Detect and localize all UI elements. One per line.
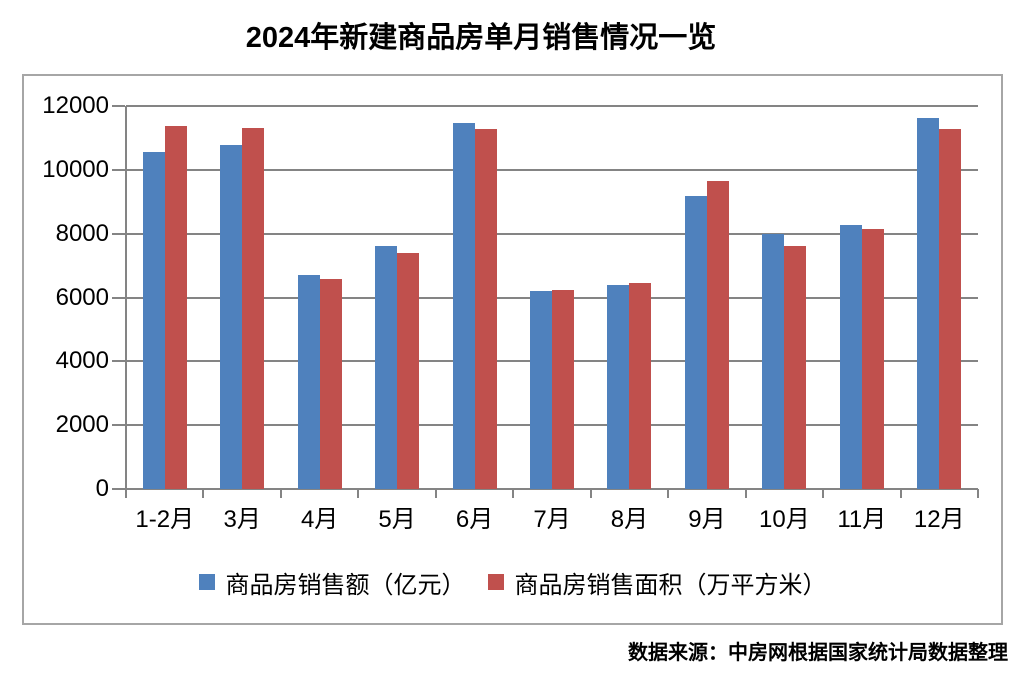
x-tick-label: 10月 — [759, 506, 810, 533]
bar-sales-amount — [917, 117, 940, 489]
gridline — [126, 232, 978, 235]
bar-sales-amount — [839, 225, 862, 489]
bar-sales-area — [706, 180, 729, 489]
plot-area: 0 2000 4000 6000 8000 10000 12000 1-2月 3月 4月 5月 6月 7… — [42, 92, 979, 533]
y-axis-tick — [112, 168, 125, 171]
y-axis-tick — [112, 232, 125, 235]
x-tick-label: 1-2月 — [135, 506, 195, 533]
bar-sales-amount — [297, 274, 320, 489]
bar-group — [436, 106, 513, 489]
x-axis-tick — [589, 489, 592, 498]
legend-label: 商品房销售额（亿元） — [225, 572, 466, 599]
x-axis-tick — [744, 489, 747, 498]
x-axis-tick — [512, 489, 515, 498]
x-axis-tick — [667, 489, 670, 498]
legend-swatch — [487, 574, 504, 590]
bar-group — [126, 106, 203, 489]
bar-sales-area — [939, 129, 962, 489]
bar-sales-amount — [142, 151, 165, 489]
bar-sales-area — [629, 283, 652, 489]
y-tick-label: 8000 — [55, 219, 109, 247]
bar-sales-area — [861, 228, 884, 489]
x-tick-label: 11月 — [837, 506, 887, 533]
bar-sales-amount — [607, 285, 630, 489]
legend-swatch — [198, 574, 215, 590]
bar-group — [281, 106, 358, 489]
y-tick-label: 4000 — [55, 347, 109, 375]
gridline — [126, 488, 978, 490]
x-tick-label: 4月 — [300, 506, 339, 533]
y-tick-label: 10000 — [42, 155, 109, 183]
bar-sales-amount — [529, 291, 552, 489]
chart-container: 0 2000 4000 6000 8000 10000 12000 1-2月 3月 4月 5月 6月 7… — [22, 74, 1003, 625]
x-tick-label: 5月 — [378, 506, 416, 533]
bar-sales-amount — [452, 122, 475, 489]
y-tick-label: 0 — [95, 475, 109, 502]
x-axis-tick — [279, 489, 282, 498]
bar-group — [746, 106, 823, 489]
bar-sales-area — [242, 128, 265, 489]
bar-sales-amount — [375, 246, 398, 489]
x-tick-label: 6月 — [455, 506, 494, 533]
bar-group — [668, 106, 745, 489]
y-axis-tick — [112, 488, 125, 490]
x-tick-label: 9月 — [688, 506, 726, 533]
x-tick-label: 8月 — [610, 506, 649, 533]
y-tick-label: 2000 — [55, 411, 109, 439]
legend: 商品房销售额（亿元） 商品房销售面积（万平方米） — [24, 565, 1001, 600]
x-tick-label: 7月 — [533, 506, 571, 533]
bar-sales-amount — [220, 144, 243, 489]
gridline — [126, 168, 978, 171]
bar-sales-area — [551, 289, 574, 489]
x-axis-tick — [977, 489, 979, 498]
bar-group — [823, 106, 900, 489]
y-axis-tick — [112, 105, 125, 107]
bar-group — [591, 106, 668, 489]
bar-sales-area — [164, 126, 187, 489]
legend-item: 商品房销售面积（万平方米） — [487, 565, 827, 600]
x-axis-tick — [357, 489, 360, 498]
bar-sales-area — [784, 245, 807, 489]
y-axis-line — [125, 106, 127, 489]
x-axis-tick — [822, 489, 825, 498]
y-axis-tick — [112, 360, 125, 363]
y-axis-tick — [112, 296, 125, 299]
bar-sales-amount — [684, 195, 707, 489]
source-caption: 数据来源：中房网根据国家统计局数据整理 — [628, 642, 1008, 664]
x-axis-tick — [202, 489, 205, 498]
chart-title: 2024年新建商品房单月销售情况一览 — [245, 22, 717, 54]
x-tick-label: 3月 — [223, 506, 261, 533]
bar-sales-area — [474, 128, 497, 489]
gridline — [126, 105, 978, 107]
bar-group — [513, 106, 590, 489]
bar-group — [203, 106, 280, 489]
x-axis-tick — [899, 489, 902, 498]
bar-sales-area — [397, 253, 420, 489]
y-tick-label: 12000 — [42, 92, 109, 119]
bar-group — [358, 106, 435, 489]
bar-sales-area — [319, 279, 342, 489]
legend-label: 商品房销售面积（万平方米） — [514, 572, 827, 599]
x-axis-tick — [434, 489, 437, 498]
legend-item: 商品房销售额（亿元） — [198, 565, 466, 600]
y-axis-tick — [112, 424, 125, 427]
y-tick-label: 6000 — [55, 283, 109, 311]
x-axis-tick — [125, 489, 127, 498]
bar-sales-amount — [762, 234, 785, 489]
bar-group — [901, 106, 978, 489]
x-tick-label: 12月 — [913, 506, 965, 533]
